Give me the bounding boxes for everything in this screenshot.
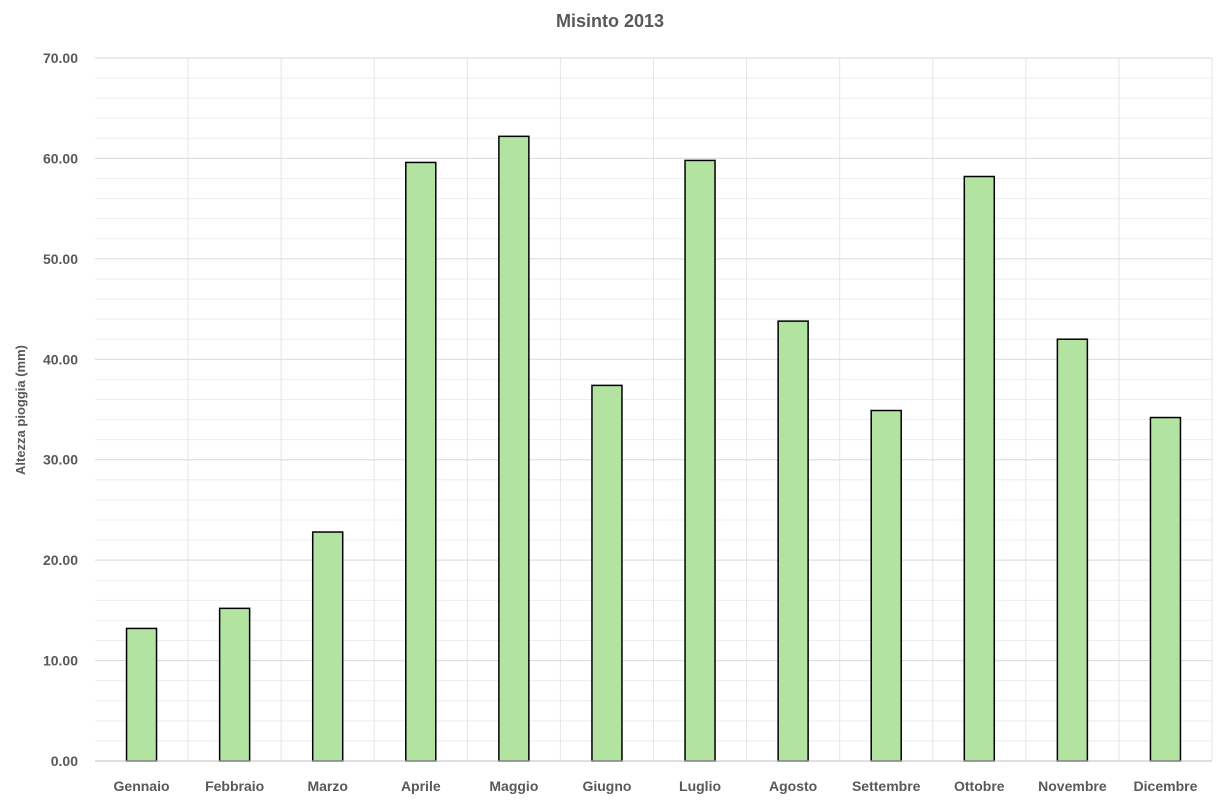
x-tick-label: Giugno: [582, 778, 631, 794]
y-tick-label: 70.00: [43, 50, 78, 66]
x-tick-label: Settembre: [852, 778, 921, 794]
bars: [125, 135, 1182, 762]
y-axis-label: Altezza pioggia (mm): [13, 345, 28, 475]
gridlines: [95, 57, 1213, 762]
x-tick-label: Novembre: [1038, 778, 1107, 794]
bar-febbraio: [218, 607, 251, 762]
x-tick-label: Gennaio: [114, 778, 170, 794]
bar-luglio: [684, 159, 716, 762]
x-tick-label: Aprile: [401, 778, 441, 794]
y-tick-label: 0.00: [51, 753, 78, 769]
x-tick-label: Ottobre: [954, 778, 1005, 794]
x-tick-label: Luglio: [679, 778, 721, 794]
bar-novembre: [1056, 338, 1089, 762]
x-tick-label: Dicembre: [1134, 778, 1198, 794]
bar-dicembre: [1149, 416, 1182, 762]
x-tick-label: Febbraio: [205, 778, 264, 794]
bar-maggio: [498, 135, 530, 762]
x-tick-label: Marzo: [307, 778, 347, 794]
bar-ottobre: [963, 175, 996, 762]
x-tick-label: Maggio: [489, 778, 538, 794]
x-tick-label: Agosto: [769, 778, 817, 794]
y-tick-label: 10.00: [43, 653, 78, 669]
y-tick-labels: 0.00 10.00 20.00 30.00 40.00 50.00 60.00 70.00: [43, 50, 78, 769]
bar-agosto: [777, 320, 809, 762]
bar-gennaio: [125, 627, 158, 762]
y-tick-label: 50.00: [43, 251, 78, 267]
bar-settembre: [870, 409, 902, 762]
bar-giugno: [591, 384, 623, 762]
bar-aprile: [405, 161, 437, 762]
y-tick-label: 40.00: [43, 351, 78, 367]
chart-title: Misinto 2013: [556, 11, 664, 31]
bar-marzo: [311, 531, 344, 762]
y-tick-label: 60.00: [43, 150, 78, 166]
x-tick-labels: Gennaio Febbraio Marzo Aprile Maggio Giugno Lu…: [114, 778, 1198, 794]
y-tick-label: 30.00: [43, 452, 78, 468]
y-tick-label: 20.00: [43, 552, 78, 568]
